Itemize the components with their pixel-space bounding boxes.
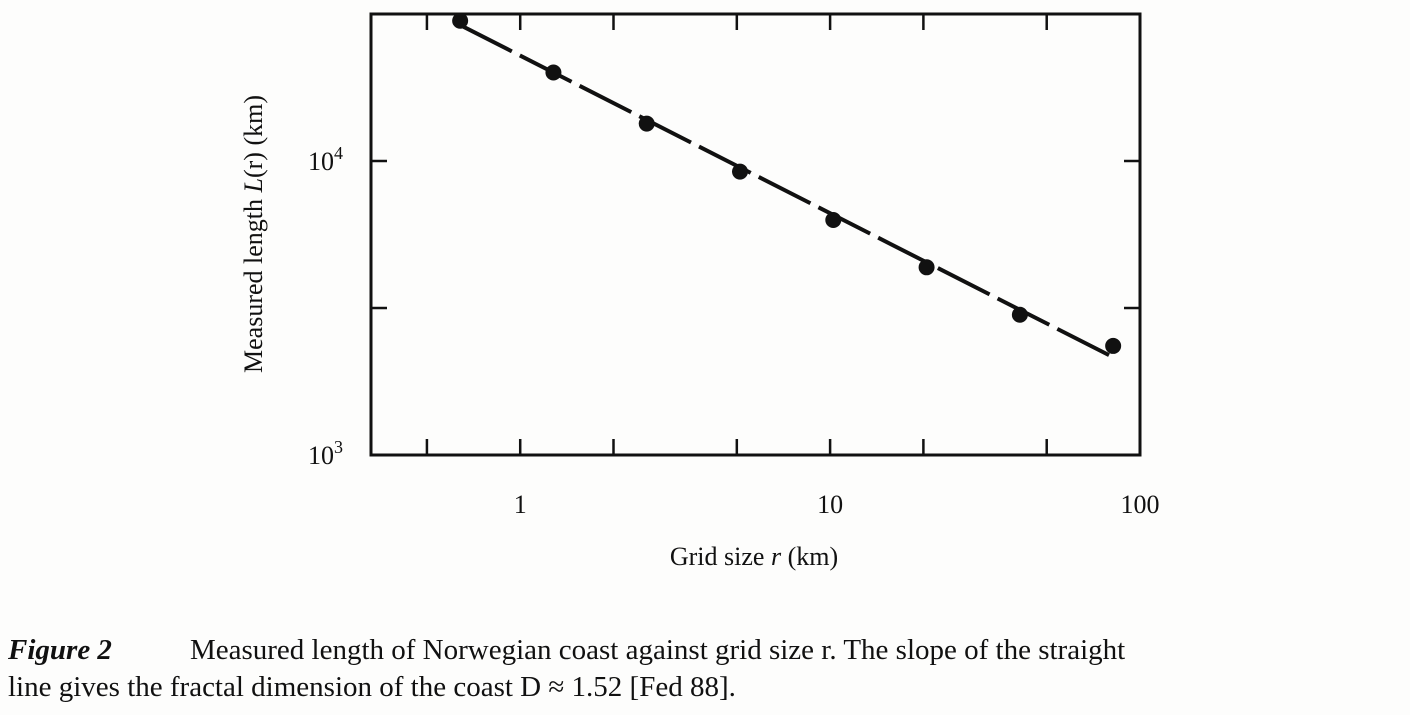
x-tick-label: 100 bbox=[1121, 490, 1160, 519]
data-point bbox=[732, 163, 749, 180]
caption-text-1: Measured length of Norwegian coast again… bbox=[189, 634, 1126, 666]
y-tick-label: 104 bbox=[308, 143, 343, 176]
data-point bbox=[545, 64, 562, 81]
data-point bbox=[1011, 306, 1028, 323]
chart: 1 10 100 103 104 Grid size r (km) Measured l… bbox=[239, 12, 1160, 571]
x-tick-label: 10 bbox=[817, 490, 843, 519]
y-axis-label: Measured length L(r) (km) bbox=[239, 95, 268, 373]
figure-label: Figure 2 bbox=[8, 634, 112, 666]
data-point bbox=[452, 12, 469, 29]
x-axis-label: Grid size r (km) bbox=[670, 542, 838, 571]
caption-line-2: line gives the fractal dimension of the … bbox=[8, 671, 736, 703]
data-point bbox=[638, 115, 655, 132]
tick-labels: 1 10 100 103 104 bbox=[308, 143, 1160, 519]
data-point bbox=[825, 211, 842, 228]
caption-line-1: Figure 2 Measured length of Norwegian coa… bbox=[8, 632, 1403, 669]
x-tick-label: 1 bbox=[514, 490, 527, 519]
figure-caption: Figure 2 Measured length of Norwegian coa… bbox=[8, 632, 1403, 706]
axis-ticks bbox=[371, 14, 1142, 457]
plot-frame bbox=[369, 12, 1142, 457]
data-point bbox=[918, 259, 935, 276]
data-points bbox=[452, 12, 1122, 354]
y-tick-label: 103 bbox=[308, 437, 343, 470]
fit-line bbox=[459, 23, 1115, 360]
data-point bbox=[1105, 337, 1122, 354]
